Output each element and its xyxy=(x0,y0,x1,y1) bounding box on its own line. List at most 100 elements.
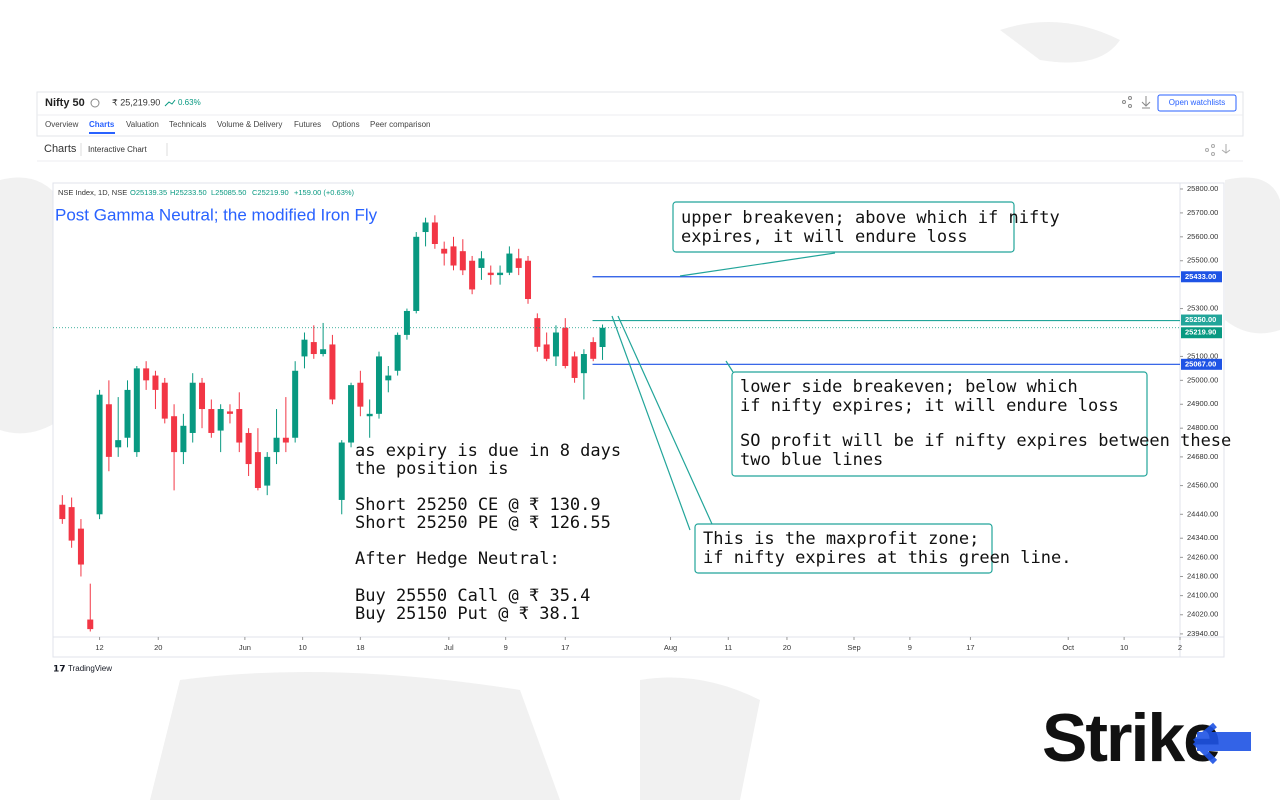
annotations: upper breakeven; above which if niftyexp… xyxy=(355,208,1231,624)
candle-body xyxy=(497,272,504,276)
ohlc-value: C25219.90 xyxy=(252,188,289,197)
tab[interactable]: Peer comparison xyxy=(370,120,430,129)
ohlc-legend: O25139.35 H25233.50 L25085.50 C25219.90 +159… xyxy=(130,188,355,197)
watchlist-button-label[interactable]: Open watchlists xyxy=(1169,98,1225,107)
candle-body xyxy=(161,382,168,419)
info-icon[interactable] xyxy=(90,98,100,108)
section-title: Charts xyxy=(44,143,77,155)
footer-source: TradingView xyxy=(68,664,112,673)
candle-body xyxy=(590,342,597,359)
x-tick-label: 20 xyxy=(783,643,791,652)
share-icon[interactable] xyxy=(1122,96,1132,108)
section-subtitle: Interactive Chart xyxy=(88,145,147,154)
y-tick-label: 25700.00 xyxy=(1187,208,1218,217)
watchlist-button[interactable] xyxy=(1157,94,1237,112)
symbol: Nifty 50 xyxy=(45,97,85,109)
candle-body xyxy=(571,356,578,378)
candle-body xyxy=(208,409,215,433)
chart-title: Post Gamma Neutral; the modified Iron Fl… xyxy=(55,205,378,224)
candle-body xyxy=(68,507,75,541)
y-tick-label: 24560.00 xyxy=(1187,481,1218,490)
y-tick-label: 25600.00 xyxy=(1187,232,1218,241)
y-tick-label: 25000.00 xyxy=(1187,375,1218,384)
candle-body xyxy=(580,354,587,374)
annotation-line: This is the maxprofit zone; xyxy=(703,529,979,549)
logo: Strike xyxy=(1042,700,1219,776)
candle-body xyxy=(422,222,429,233)
annotation-line: After Hedge Neutral: xyxy=(355,549,560,569)
candle-body xyxy=(366,413,373,417)
candle-body xyxy=(226,411,233,414)
y-tick-label: 24260.00 xyxy=(1187,552,1218,561)
share-icon[interactable] xyxy=(1205,144,1215,156)
candle-body xyxy=(413,236,420,311)
ohlc-value: H25233.50 xyxy=(170,188,207,197)
y-tick-label: 24340.00 xyxy=(1187,533,1218,542)
candle-body xyxy=(357,382,364,407)
x-tick-label: 12 xyxy=(95,643,103,652)
y-tick-label: 25300.00 xyxy=(1187,304,1218,313)
x-tick-label: 18 xyxy=(356,643,364,652)
tab[interactable]: Options xyxy=(332,120,360,129)
tab[interactable]: Volume & Delivery xyxy=(217,120,282,129)
y-tick-label: 24680.00 xyxy=(1187,452,1218,461)
candle-body xyxy=(599,327,606,348)
candle-body xyxy=(329,344,336,400)
candle-body xyxy=(236,409,243,443)
x-tick-label: 9 xyxy=(504,643,508,652)
candle-body xyxy=(254,452,261,488)
legend-symbol: NSE Index, 1D, NSE xyxy=(58,188,127,197)
candle-body xyxy=(459,251,466,271)
y-tick-label: 25100.00 xyxy=(1187,351,1218,360)
download-icon[interactable] xyxy=(1141,96,1151,109)
candle-body xyxy=(310,342,317,355)
tab[interactable]: Futures xyxy=(294,120,321,129)
annotation-line: expires, it will endure loss xyxy=(681,227,968,247)
annotation-line: the position is xyxy=(355,459,509,479)
download-icon[interactable] xyxy=(1221,144,1231,154)
candle-body xyxy=(385,375,392,381)
candle-body xyxy=(394,334,401,371)
candle-body xyxy=(515,258,522,268)
change: 0.63% xyxy=(178,98,201,107)
x-tick-label: Jun xyxy=(239,643,251,652)
callouts xyxy=(611,201,1148,574)
candle-body xyxy=(348,385,355,443)
candle-body xyxy=(59,504,66,520)
plot: 25800.00 25700.00 25600.00 25500.00 25300.00… xyxy=(53,184,1222,652)
tab[interactable]: Technicals xyxy=(169,120,206,129)
price: ₹ 25,219.90 xyxy=(112,97,160,107)
x-tick-label: 10 xyxy=(1120,643,1128,652)
y-tick-label: 25800.00 xyxy=(1187,184,1218,193)
price-label: 25067.00 xyxy=(1185,359,1216,368)
x-tick-label: Aug xyxy=(664,643,677,652)
tab[interactable]: Valuation xyxy=(126,120,159,129)
y-tick-label: 24900.00 xyxy=(1187,399,1218,408)
x-tick-label: 20 xyxy=(154,643,162,652)
candle-body xyxy=(320,349,327,355)
background-map xyxy=(0,22,1280,800)
y-tick-label: 24800.00 xyxy=(1187,423,1218,432)
candle-body xyxy=(441,248,448,254)
tab[interactable]: Overview xyxy=(45,120,79,129)
candle-body xyxy=(282,437,289,443)
tv-icon: 𝟭𝟳 xyxy=(53,663,66,673)
candle-body xyxy=(180,425,187,453)
annotation-line: SO profit will be if nifty expires betwe… xyxy=(740,431,1231,451)
annotation-line: Buy 25150 Put @ ₹ 38.1 xyxy=(355,604,580,624)
x-tick-label: 9 xyxy=(908,643,912,652)
ohlc-value: +159.00 (+0.63%) xyxy=(294,188,355,197)
candle-body xyxy=(115,440,122,448)
tab[interactable]: Charts xyxy=(89,120,115,129)
logo-accent xyxy=(1192,722,1251,765)
x-tick-label: Sep xyxy=(847,643,860,652)
x-tick-label: 2 xyxy=(1178,643,1182,652)
annotation-line: Buy 25550 Call @ ₹ 35.4 xyxy=(355,586,590,606)
candle-body xyxy=(273,437,280,453)
candle-body xyxy=(543,344,550,359)
candle-body xyxy=(506,253,513,273)
price-label-box xyxy=(1181,358,1222,370)
candle-body xyxy=(525,260,532,300)
candle-body xyxy=(450,246,457,266)
price-label: 25250.00 xyxy=(1185,315,1216,324)
